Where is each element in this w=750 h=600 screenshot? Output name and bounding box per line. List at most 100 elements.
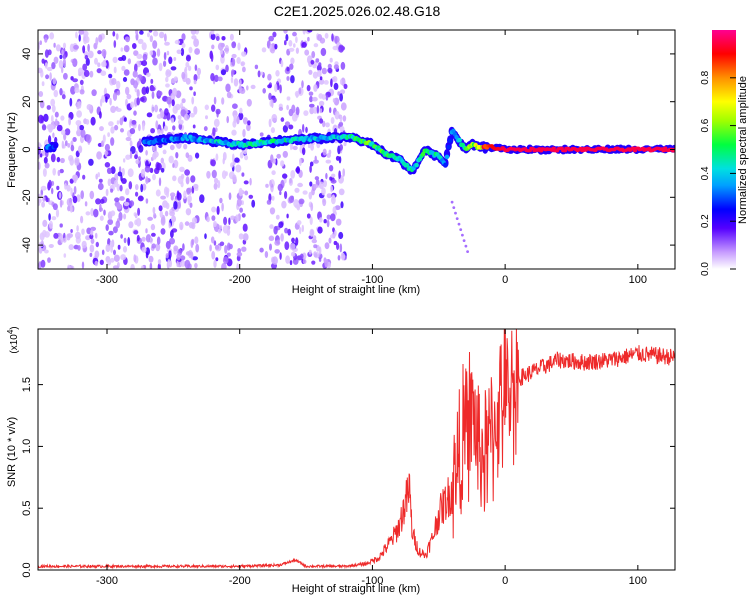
speckle-dot bbox=[222, 256, 229, 265]
speckle-dot bbox=[172, 87, 178, 97]
speckle-dot bbox=[309, 103, 315, 108]
speckle-dot bbox=[173, 57, 177, 61]
speckle-dot bbox=[185, 54, 191, 62]
speckle-dot bbox=[74, 87, 80, 93]
speckle-dot bbox=[130, 264, 135, 269]
speckle-dot bbox=[210, 159, 216, 167]
speckle-dot bbox=[195, 152, 200, 159]
speckle-dot bbox=[226, 252, 231, 257]
speckle-dot bbox=[211, 44, 215, 50]
speckle-dot bbox=[302, 30, 306, 35]
speckle-dot bbox=[59, 88, 63, 96]
speckle-dot bbox=[342, 168, 346, 177]
speckle-dot bbox=[62, 237, 67, 243]
speckle-dot bbox=[61, 49, 64, 56]
speckle-dot bbox=[313, 251, 320, 259]
speckle-dot bbox=[90, 208, 94, 217]
speckle-dot bbox=[259, 132, 264, 137]
speckle-dot bbox=[140, 265, 144, 269]
speckle-dot bbox=[56, 124, 63, 132]
colorbar-ticks: 0.0 0.2 0.4 0.6 0.8 bbox=[700, 70, 736, 276]
speckle-dot bbox=[231, 70, 234, 78]
speckle-dot bbox=[38, 91, 44, 97]
speckle-dot bbox=[95, 37, 99, 46]
speckle-dot bbox=[311, 238, 317, 244]
speckle-dot bbox=[278, 106, 284, 111]
speckle-dot bbox=[38, 201, 41, 207]
speckle-dot bbox=[85, 36, 90, 44]
speckle-dot bbox=[251, 199, 256, 208]
speckle-dot bbox=[312, 106, 318, 114]
speckle-dot bbox=[170, 230, 174, 238]
speckle-dot bbox=[264, 251, 269, 258]
speckle-dot bbox=[270, 154, 274, 164]
speckle-dot bbox=[210, 73, 215, 82]
speckle-dot bbox=[332, 227, 335, 233]
speckle-dot bbox=[158, 205, 163, 212]
speckle-dot bbox=[238, 187, 243, 197]
speckle-dot bbox=[151, 243, 156, 249]
speckle-dot bbox=[224, 44, 230, 54]
speckle-dot bbox=[110, 105, 116, 113]
speckle-dot bbox=[75, 120, 82, 126]
speckle-dot bbox=[170, 117, 175, 124]
speckle-dot bbox=[119, 184, 123, 192]
speckle-dot bbox=[194, 48, 201, 55]
speckle-dot bbox=[118, 166, 122, 173]
speckle-dot bbox=[286, 213, 289, 219]
speckle-dot bbox=[59, 54, 63, 60]
speckle-dot bbox=[176, 190, 180, 200]
speckle-dot bbox=[126, 93, 132, 100]
speckle-dot bbox=[236, 263, 240, 269]
speckle-dot bbox=[190, 175, 196, 183]
speckle-dot bbox=[183, 143, 188, 150]
speckle-dot bbox=[56, 185, 60, 191]
speckle-dot bbox=[211, 250, 216, 260]
speckle-dot bbox=[240, 61, 246, 66]
speckle-dot bbox=[72, 59, 76, 65]
speckle-dot bbox=[189, 202, 193, 208]
speckle-dot bbox=[285, 255, 290, 264]
speckle-dot bbox=[112, 31, 116, 37]
speckle-dot bbox=[328, 237, 332, 244]
speckle-dot bbox=[153, 30, 159, 37]
speckle-dot bbox=[41, 58, 45, 64]
speckle-dot bbox=[83, 51, 89, 57]
speckle-dot bbox=[113, 254, 120, 262]
speckle-dot bbox=[194, 236, 199, 244]
speckle-dot bbox=[110, 210, 116, 217]
speckle-dot bbox=[270, 187, 274, 193]
speckle-dot bbox=[318, 62, 322, 67]
speckle-dot bbox=[144, 165, 151, 173]
speckle-dot bbox=[334, 229, 337, 237]
speckle-dot bbox=[338, 231, 344, 240]
speckle-dot bbox=[163, 186, 169, 196]
speckle-dot bbox=[165, 76, 169, 83]
speckle-dot bbox=[190, 251, 194, 260]
ridge-core bbox=[443, 162, 448, 168]
speckle-dot bbox=[59, 223, 63, 228]
speckle-dot bbox=[316, 69, 322, 78]
speckle-dot bbox=[257, 70, 261, 78]
speckle-dot bbox=[165, 69, 171, 78]
speckle-dot bbox=[61, 94, 66, 100]
speckle-dot bbox=[332, 98, 336, 103]
speckle-dot bbox=[139, 97, 145, 102]
speckle-dot bbox=[290, 170, 296, 179]
speckle-dot bbox=[237, 248, 242, 254]
speckle-dot bbox=[78, 34, 81, 42]
speckle-dot bbox=[48, 244, 54, 248]
spectrogram-ridge-layer bbox=[44, 126, 675, 254]
y-tick-label: 40 bbox=[21, 48, 33, 60]
speckle-dot bbox=[134, 63, 138, 73]
speckle-dot bbox=[322, 198, 327, 207]
speckle-dot bbox=[145, 176, 149, 185]
speckle-dot bbox=[238, 233, 244, 240]
speckle-dot bbox=[157, 263, 161, 269]
speckle-dot bbox=[315, 58, 320, 63]
speckle-dot bbox=[66, 184, 71, 192]
speckle-dot bbox=[329, 176, 333, 181]
speckle-dot bbox=[99, 215, 104, 221]
speckle-dot bbox=[44, 49, 49, 58]
speckle-dot bbox=[274, 43, 278, 50]
